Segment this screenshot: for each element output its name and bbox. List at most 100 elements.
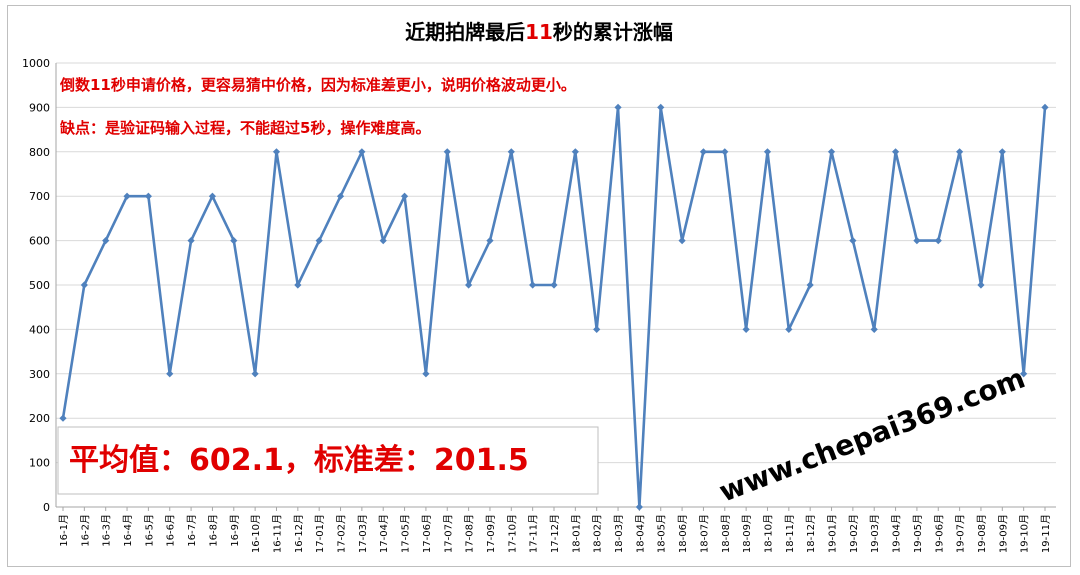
data-point (635, 503, 643, 511)
data-point (998, 148, 1006, 156)
data-point (699, 148, 708, 156)
y-tick-label: 400 (29, 323, 50, 336)
y-tick-label: 100 (29, 457, 50, 470)
watermark: www.chepai369.com (715, 361, 1030, 508)
x-tick-label: 17-11月 (528, 514, 540, 553)
data-point (614, 103, 622, 111)
x-tick-label: 17-08月 (464, 514, 476, 553)
x-tick-label: 17-12月 (549, 514, 561, 553)
data-point (59, 414, 67, 422)
data-point (593, 325, 601, 333)
data-point (977, 281, 985, 289)
annotation-1: 倒数11秒申请价格，更容易猜中价格，因为标准差更小，说明价格波动更小。 (59, 76, 576, 94)
y-tick-label: 500 (29, 279, 50, 292)
x-tick-label: 17-03月 (357, 514, 369, 553)
x-tick-label: 19-06月 (933, 514, 945, 553)
x-tick-label: 19-03月 (869, 514, 881, 553)
data-point (336, 192, 345, 200)
x-tick-label: 16-2月 (79, 514, 91, 547)
data-point (251, 370, 259, 378)
data-point (166, 370, 174, 378)
data-point (123, 192, 131, 200)
x-tick-label: 16-1月 (58, 514, 70, 547)
x-tick-label: 18-10月 (762, 514, 774, 553)
x-tick-label: 18-06月 (677, 514, 689, 553)
data-point (400, 192, 409, 200)
data-point (315, 237, 323, 245)
x-tick-label: 16-8月 (207, 514, 219, 547)
y-tick-label: 0 (43, 501, 50, 514)
x-tick-label: 18-02月 (592, 514, 604, 553)
data-point (486, 237, 494, 245)
chart-frame: 近期拍牌最后11秒的累计涨幅 0 100 200 300 400 500 600 700 800… (7, 5, 1071, 567)
x-tick-label: 16-6月 (165, 514, 177, 547)
x-tick-label: 16-9月 (229, 514, 241, 547)
data-point (102, 237, 110, 245)
data-point (550, 281, 558, 289)
data-point (80, 281, 88, 289)
chart-title: 近期拍牌最后11秒的累计涨幅 (405, 20, 673, 44)
x-tick-label: 19-07月 (955, 514, 967, 553)
chart-title-suffix: 秒的累计涨幅 (553, 20, 673, 44)
data-point (144, 192, 152, 200)
y-tick-label: 200 (29, 412, 50, 425)
data-point (678, 237, 686, 245)
data-point (187, 237, 195, 245)
x-tick-label: 19-01月 (827, 514, 839, 553)
x-tick-label: 18-12月 (805, 514, 817, 553)
data-point (422, 370, 430, 378)
data-point (1020, 370, 1028, 378)
data-point (956, 148, 964, 156)
x-tick-label: 16-11月 (271, 514, 283, 553)
x-tick-label: 18-03月 (613, 514, 625, 553)
x-tick-label: 19-04月 (891, 514, 903, 553)
data-point (571, 148, 579, 156)
chart-title-prefix: 近期拍牌最后 (405, 20, 525, 44)
data-point (379, 237, 387, 245)
x-tick-label: 18-11月 (784, 514, 796, 553)
x-tick-label: 16-12月 (293, 514, 305, 553)
annotation-2: 缺点：是验证码输入过程，不能超过5秒，操作难度高。 (59, 119, 430, 137)
x-tick-label: 19-08月 (976, 514, 988, 553)
x-tick-label: 16-7月 (186, 514, 198, 547)
data-point (763, 148, 772, 156)
x-tick-label: 17-04月 (378, 514, 390, 553)
x-tick-label: 18-01月 (570, 514, 582, 553)
data-point (443, 148, 451, 156)
data-point (507, 148, 515, 156)
x-tick-label: 18-09月 (741, 514, 753, 553)
y-tick-label: 1000 (22, 57, 50, 70)
x-tick-label: 17-07月 (442, 514, 454, 553)
data-point (272, 148, 281, 156)
data-point (465, 281, 473, 289)
x-tick-label: 18-07月 (698, 514, 710, 553)
x-tick-label: 19-11月 (1040, 514, 1052, 553)
chart-title-highlight: 11 (525, 20, 553, 44)
data-point (294, 281, 302, 289)
y-tick-label: 800 (29, 146, 50, 159)
x-tick-label: 19-10月 (1019, 514, 1031, 553)
x-tick-label: 17-05月 (400, 514, 412, 553)
y-tick-label: 900 (29, 101, 50, 114)
data-point (208, 192, 217, 200)
x-tick-label: 18-05月 (656, 514, 668, 553)
data-point (891, 148, 900, 156)
data-point (827, 148, 836, 156)
data-point (913, 237, 921, 245)
x-tick-label: 19-02月 (848, 514, 860, 553)
x-tick-label: 17-09月 (485, 514, 497, 553)
x-tick-label: 17-02月 (336, 514, 348, 553)
y-tick-label: 600 (29, 235, 50, 248)
x-tick-label: 19-05月 (912, 514, 924, 553)
x-tick-label: 16-5月 (143, 514, 155, 547)
x-tick-label: 16-3月 (101, 514, 113, 547)
x-tick-label: 17-01月 (314, 514, 326, 553)
data-point (657, 103, 665, 111)
data-point (721, 148, 729, 156)
stats-box (57, 426, 599, 495)
x-tick-label: 16-10月 (250, 514, 262, 553)
x-tick-label: 17-06月 (421, 514, 433, 553)
y-tick-label: 300 (29, 368, 50, 381)
x-tick-label: 17-10月 (506, 514, 518, 553)
x-tick-label: 18-08月 (720, 514, 732, 553)
